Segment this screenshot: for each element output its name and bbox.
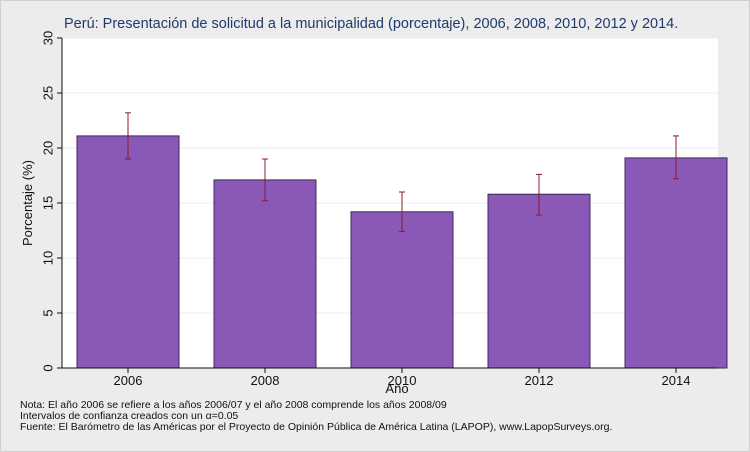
x-ticks: 2006 2008 2010 2012 2014: [114, 368, 691, 388]
y-tick-label: 5: [41, 309, 56, 316]
y-tick-label: 20: [41, 141, 56, 155]
x-tick-label: 2012: [525, 373, 554, 388]
footnotes: Nota: El año 2006 se refiere a los años …: [20, 400, 612, 433]
note-line: Intervalos de confianza creados con un α…: [20, 410, 239, 422]
x-axis-label: Año: [385, 381, 408, 396]
y-tick-label: 25: [41, 86, 56, 100]
bar-2010: [350, 211, 454, 369]
note-line: Fuente: El Barómetro de las Américas por…: [20, 421, 613, 433]
error-bar-2010: [399, 191, 405, 233]
note-line: Nota: El año 2006 se refiere a los años …: [20, 399, 447, 411]
y-tick-label: 15: [41, 196, 56, 210]
y-axis-label: Porcentaje (%): [20, 160, 35, 246]
error-bar-2006: [125, 112, 131, 160]
bars: [76, 135, 728, 369]
bar-2006: [76, 135, 180, 369]
bar-2014: [624, 157, 728, 369]
bar-2012: [487, 193, 591, 369]
chart-title: Perú: Presentación de solicitud a la mun…: [64, 16, 679, 32]
error-bar-2012: [536, 173, 542, 216]
error-bar-2008: [262, 158, 268, 202]
error-bar-2014: [673, 135, 679, 180]
x-tick-label: 2008: [251, 373, 280, 388]
y-tick-label: 30: [41, 31, 56, 45]
y-tick-label: 10: [41, 251, 56, 265]
y-tick-label: 0: [41, 364, 56, 371]
x-tick-label: 2010: [388, 373, 417, 388]
bar-2008: [213, 179, 317, 369]
y-ticks: 0 5 10 15 20 25 30: [41, 31, 62, 372]
error-bars: [125, 112, 679, 233]
x-tick-label: 2014: [662, 373, 691, 388]
x-tick-label: 2006: [114, 373, 143, 388]
